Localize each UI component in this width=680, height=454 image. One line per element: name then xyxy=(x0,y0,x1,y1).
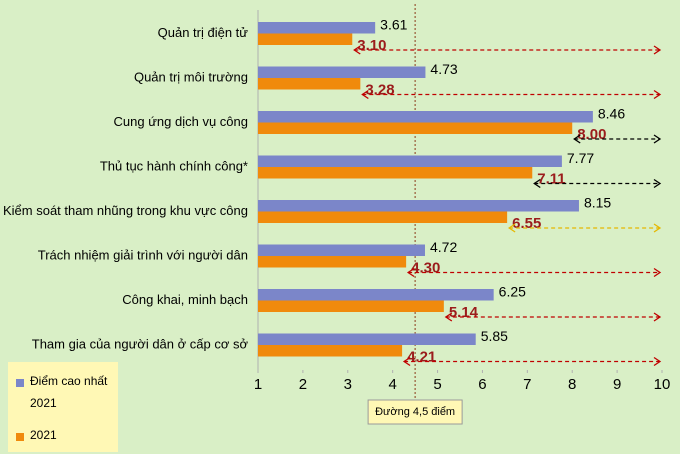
arrow-head xyxy=(653,223,662,233)
arrow-head xyxy=(653,267,662,278)
value-label: 8.46 xyxy=(598,106,625,122)
x-tick-label: 4 xyxy=(388,376,396,393)
legend-swatch xyxy=(16,433,24,441)
arrow-head xyxy=(653,178,662,189)
legend-item: Điểm cao nhất 2021 xyxy=(16,374,116,414)
arrow-head xyxy=(444,312,453,322)
arrow-head xyxy=(653,312,662,322)
x-tick-label: 7 xyxy=(523,376,531,393)
reference-label-box xyxy=(367,399,463,425)
arrow-head xyxy=(406,267,415,278)
category-label: Quản trị điện tử xyxy=(158,25,249,40)
bar xyxy=(258,300,444,312)
legend: Điểm cao nhất 2021 2021 xyxy=(8,362,118,452)
x-tick-label: 2 xyxy=(299,376,307,393)
value-label: 6.55 xyxy=(512,215,541,232)
x-tick-label: 9 xyxy=(613,376,621,393)
reference-label: Đường 4,5 điểm xyxy=(375,406,455,418)
value-label: 7.77 xyxy=(567,150,594,166)
bar xyxy=(258,244,425,256)
value-label: 6.25 xyxy=(499,284,526,300)
category-label: Thủ tục hành chính công* xyxy=(100,158,248,173)
value-label: 3.28 xyxy=(365,81,394,98)
arrow-head xyxy=(533,178,541,189)
category-label: Công khai, minh bạch xyxy=(122,292,248,307)
value-label: 7.11 xyxy=(537,170,565,187)
arrow-head xyxy=(653,45,662,55)
arrow-head xyxy=(653,356,662,367)
bar xyxy=(258,33,353,45)
bar xyxy=(258,289,494,301)
bar xyxy=(258,111,593,123)
bar xyxy=(258,200,579,212)
bar xyxy=(258,22,376,34)
legend-swatch xyxy=(16,379,24,387)
arrow-head xyxy=(507,223,516,233)
legend-item: 2021 xyxy=(16,428,116,446)
arrow-head xyxy=(653,89,662,100)
value-label: 5.14 xyxy=(449,304,479,321)
bar xyxy=(258,155,562,167)
bar xyxy=(258,211,508,223)
x-tick-label: 10 xyxy=(654,376,671,393)
bar xyxy=(258,256,407,268)
legend-label: Điểm cao nhất 2021 xyxy=(30,374,108,410)
category-label: Kiểm soát tham nhũng trong khu vực công xyxy=(3,203,248,218)
category-label: Cung ứng dịch vụ công xyxy=(114,114,248,129)
category-label: Quản trị môi trường xyxy=(134,69,248,84)
bar xyxy=(258,122,573,134)
value-label: 8.00 xyxy=(577,126,606,143)
arrow-head xyxy=(361,89,369,100)
arrow-head xyxy=(653,134,662,144)
x-tick-label: 3 xyxy=(344,376,352,393)
value-label: 3.10 xyxy=(357,37,386,54)
x-tick-label: 1 xyxy=(254,376,262,393)
value-label: 4.72 xyxy=(430,239,457,255)
bar xyxy=(258,345,403,357)
category-label: Trách nhiệm giải trình với người dân xyxy=(38,247,248,262)
bar xyxy=(258,78,361,90)
bar xyxy=(258,333,476,345)
value-label: 3.61 xyxy=(380,17,407,33)
arrow-head xyxy=(573,134,581,144)
value-label: 4.30 xyxy=(411,259,440,276)
value-label: 5.85 xyxy=(481,328,508,344)
value-label: 8.15 xyxy=(584,195,611,211)
bar xyxy=(258,66,426,78)
value-label: 4.73 xyxy=(430,61,457,77)
x-tick-label: 5 xyxy=(433,376,441,393)
bar xyxy=(258,167,533,179)
arrow-head xyxy=(353,45,361,55)
x-tick-label: 8 xyxy=(568,376,576,393)
x-tick-label: 6 xyxy=(478,376,486,393)
legend-label: 2021 xyxy=(30,428,57,442)
category-label: Tham gia của người dân ở cấp cơ sở xyxy=(32,336,249,351)
arrow-head xyxy=(402,356,411,367)
value-label: 4.21 xyxy=(407,348,436,365)
